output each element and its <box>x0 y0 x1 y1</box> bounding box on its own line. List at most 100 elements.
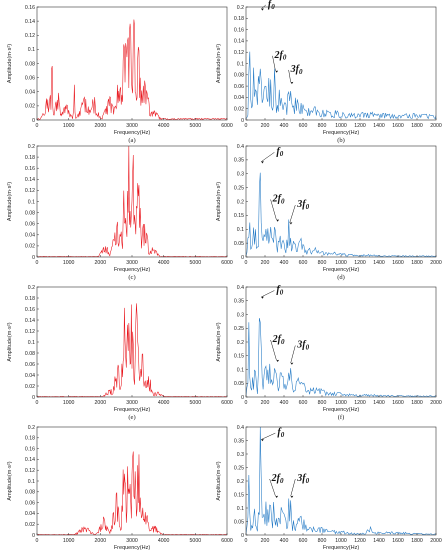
x-tick-label: 800 <box>318 400 327 406</box>
y-tick-label: 0.1 <box>237 367 244 373</box>
annotation-arrowhead <box>290 362 294 365</box>
y-tick-label: 0.4 <box>237 144 244 150</box>
annotation-arrowhead <box>290 81 294 85</box>
y-tick-label: 0.12 <box>25 33 35 39</box>
plot-frame <box>36 6 228 121</box>
x-tick-label: 1200 <box>354 123 366 129</box>
x-tick-label: 2000 <box>430 123 442 129</box>
y-tick-label: 0.16 <box>25 307 35 313</box>
y-tick-label: 0.06 <box>234 84 244 90</box>
y-tick-label: 0.2 <box>28 285 35 291</box>
annotation-f0: f0 <box>276 146 283 158</box>
annotation-arrowhead <box>261 439 264 442</box>
x-tick-label: 600 <box>299 538 308 544</box>
y-tick-label: 0.12 <box>25 329 35 335</box>
x-tick-label: 800 <box>318 123 327 129</box>
y-tick-label: 0.1 <box>28 479 35 485</box>
annotation-3f0: 3f0 <box>296 199 309 211</box>
plot-frame <box>245 6 437 121</box>
panel-caption: (e) <box>128 414 135 421</box>
annotation-arrowhead <box>275 70 279 73</box>
y-tick-label: 0.3 <box>237 172 244 178</box>
y-tick-label: 0.15 <box>234 354 244 360</box>
y-tick-label: 0.14 <box>25 19 35 25</box>
annotation-arrow <box>290 345 296 364</box>
x-tick-label: 1800 <box>411 538 423 544</box>
series-line <box>37 451 227 535</box>
panel-caption: (c) <box>128 274 135 281</box>
x-tick-label: 1000 <box>63 538 75 544</box>
series-line <box>246 318 436 397</box>
y-tick-label: 0.35 <box>234 158 244 164</box>
x-tick-label: 400 <box>280 538 289 544</box>
annotation-arrow <box>261 4 267 10</box>
y-tick-label: 0.04 <box>234 95 244 101</box>
y-tick-label: 0.1 <box>237 227 244 233</box>
y-tick-label: 0.18 <box>234 16 244 22</box>
y-tick-label: 0.1 <box>237 506 244 512</box>
y-tick-label: 0.02 <box>25 244 35 250</box>
y-tick-label: 0.16 <box>25 5 35 11</box>
x-tick-label: 1800 <box>411 260 423 266</box>
y-tick-label: 0 <box>241 255 244 261</box>
series-line <box>37 303 227 397</box>
annotation-2f0: 2f0 <box>272 334 285 346</box>
x-tick-label: 3000 <box>126 400 138 406</box>
x-tick-label: 1000 <box>63 400 75 406</box>
series-line <box>37 146 227 257</box>
annotation-2f0: 2f0 <box>274 50 287 62</box>
x-tick-label: 200 <box>261 400 270 406</box>
y-tick-label: 0.18 <box>25 155 35 161</box>
y-axis-label: Amplitude(m·s²) <box>216 182 222 221</box>
y-tick-label: 0.08 <box>25 210 35 216</box>
chart-panel-h: 0 200 400 600 800 1000 1200 1400 1600 1800 2000 0 0.… <box>216 425 442 550</box>
y-tick-label: 0.2 <box>237 340 244 346</box>
y-axis-label: Amplitude(m·s²) <box>7 182 13 221</box>
y-tick-label: 0.04 <box>25 373 35 379</box>
y-tick-label: 0.16 <box>234 27 244 33</box>
y-tick-label: 0.05 <box>234 241 244 247</box>
x-tick-label: 0 <box>36 400 39 406</box>
x-tick-label: 1800 <box>411 123 423 129</box>
x-tick-label: 400 <box>280 123 289 129</box>
y-tick-label: 0.06 <box>25 75 35 81</box>
annotation-arrow <box>290 478 296 497</box>
x-tick-label: 800 <box>318 538 327 544</box>
annotation-arrow <box>261 152 275 162</box>
x-tick-label: 1000 <box>63 260 75 266</box>
x-tick-label: 6000 <box>221 123 233 129</box>
x-tick-label: 600 <box>299 123 308 129</box>
chart-panel-g: 0 1000 2000 3000 4000 5000 6000 0 0.02 0.04 0.06 0.… <box>7 425 233 550</box>
annotation-arrow <box>269 478 276 497</box>
x-tick-label: 6000 <box>221 538 233 544</box>
y-tick-label: 0 <box>32 395 35 401</box>
chart-panel-e: 0 1000 2000 3000 4000 5000 6000 0 0.02 0.04 0.06 0.… <box>7 285 233 421</box>
annotation-3f0: 3f0 <box>290 64 303 76</box>
x-tick-label: 800 <box>318 260 327 266</box>
annotation-arrow <box>270 339 277 361</box>
x-tick-label: 1400 <box>373 123 385 129</box>
annotation-arrow <box>270 199 277 220</box>
chart-panel-b: 0 200 400 600 800 1000 1200 1400 1600 1800 2000 0 0.… <box>216 0 442 144</box>
y-axis-label: Amplitude(m·s²) <box>7 461 13 500</box>
y-tick-label: 0.35 <box>234 438 244 444</box>
x-tick-label: 1000 <box>335 123 347 129</box>
x-axis-label: Frequency(Hz) <box>323 407 360 413</box>
annotation-3f0: 3f0 <box>296 340 309 352</box>
x-tick-label: 200 <box>261 260 270 266</box>
y-tick-label: 0.08 <box>25 61 35 67</box>
x-tick-label: 0 <box>245 123 248 129</box>
x-tick-label: 2000 <box>430 538 442 544</box>
y-tick-label: 0.2 <box>28 425 35 431</box>
x-tick-label: 2000 <box>95 260 107 266</box>
y-tick-label: 0.16 <box>25 446 35 452</box>
y-tick-label: 0.2 <box>237 199 244 205</box>
y-tick-label: 0.4 <box>237 285 244 291</box>
annotation-arrowhead <box>276 359 280 363</box>
y-tick-label: 0.08 <box>25 490 35 496</box>
y-tick-label: 0.25 <box>234 465 244 471</box>
y-tick-label: 0.4 <box>237 425 244 431</box>
x-tick-label: 5000 <box>190 400 202 406</box>
y-tick-label: 0 <box>32 533 35 539</box>
x-axis-label: Frequency(Hz) <box>323 267 360 273</box>
